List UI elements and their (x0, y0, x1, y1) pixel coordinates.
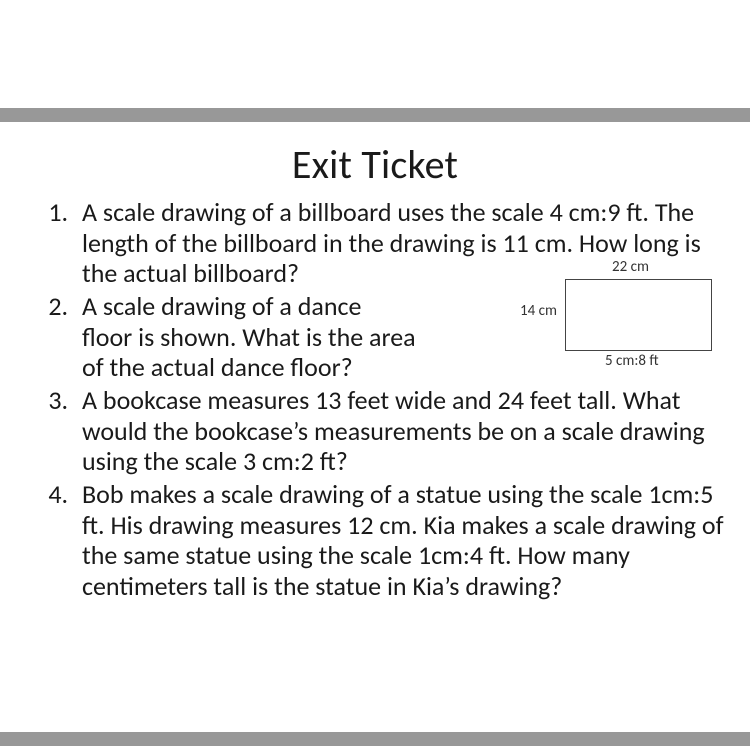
question-2: A scale drawing of a dance floor is show… (74, 291, 730, 383)
diagram-bottom-label: 5 cm:8 ft (605, 353, 659, 371)
question-3: A bookcase measures 13 feet wide and 24 … (74, 385, 730, 477)
question-2-line1: A scale drawing of a dance (82, 291, 482, 322)
question-2-line3: of the actual dance floor? (82, 352, 482, 383)
page-title: Exit Ticket (20, 140, 730, 189)
diagram-rectangle (565, 279, 712, 351)
question-4: Bob makes a scale drawing of a statue us… (74, 479, 730, 602)
question-2-line2: floor is shown. What is the area (82, 322, 482, 353)
content-area: Exit Ticket A scale drawing of a billboa… (0, 140, 750, 604)
question-3-text: A bookcase measures 13 feet wide and 24 … (82, 384, 705, 477)
question-2-wrap: A scale drawing of a dance floor is show… (82, 291, 730, 383)
question-4-text: Bob makes a scale drawing of a statue us… (82, 478, 724, 602)
diagram-left-label: 14 cm (520, 303, 557, 321)
slide-page: Exit Ticket A scale drawing of a billboa… (0, 0, 750, 748)
question-list: A scale drawing of a billboard uses the … (20, 197, 730, 602)
bottom-gray-bar (0, 732, 750, 746)
top-gray-bar (0, 108, 750, 122)
diagram-top-label: 22 cm (612, 259, 649, 277)
dance-floor-diagram: 22 cm 14 cm 5 cm:8 ft (500, 261, 730, 371)
